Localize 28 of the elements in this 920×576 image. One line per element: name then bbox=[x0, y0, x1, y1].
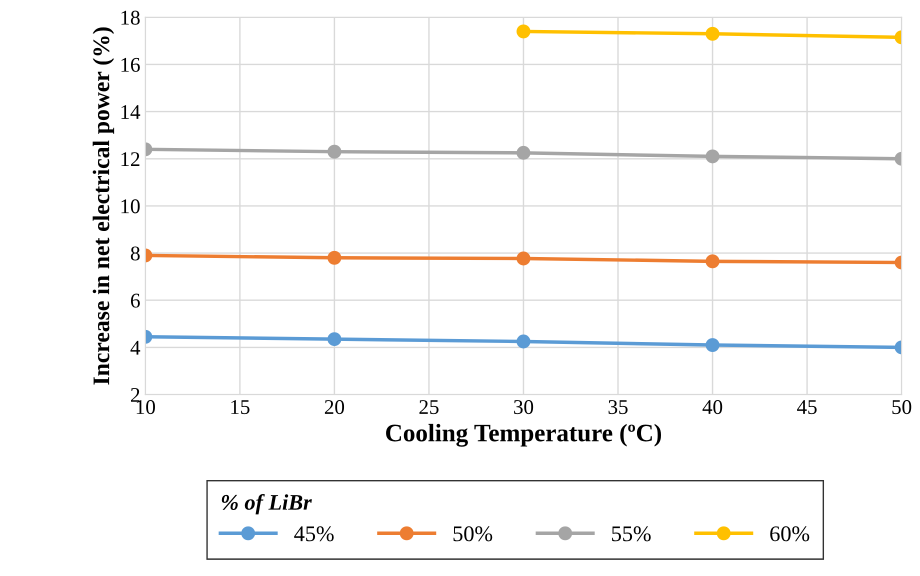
legend-title: % of LiBr bbox=[222, 494, 312, 514]
x-tick-label: 25 bbox=[419, 400, 439, 414]
y-tick-label: 2 bbox=[130, 388, 140, 402]
x-tick-label: 40 bbox=[702, 400, 722, 414]
legend-label: 45% bbox=[294, 526, 334, 542]
y-tick-label: 10 bbox=[122, 199, 140, 214]
y-tick-label: 16 bbox=[122, 58, 140, 72]
x-tick-label: 35 bbox=[608, 400, 628, 414]
x-tick-label: 15 bbox=[231, 400, 250, 414]
x-tick-label: 20 bbox=[324, 400, 344, 414]
y-tick-label: 14 bbox=[122, 105, 140, 119]
x-tick-label: 50 bbox=[892, 400, 912, 414]
y-tick-label: 18 bbox=[122, 10, 140, 25]
x-tick-label: 45 bbox=[797, 400, 817, 414]
y-tick-label: 6 bbox=[130, 294, 140, 308]
y-tick-label: 12 bbox=[122, 152, 140, 166]
x-tick-label: 30 bbox=[514, 400, 534, 414]
legend-label: 60% bbox=[770, 526, 810, 542]
point bbox=[516, 24, 530, 38]
point bbox=[516, 334, 530, 348]
y-tick-label: 8 bbox=[130, 246, 140, 261]
point bbox=[516, 146, 530, 160]
legend-label: 50% bbox=[454, 526, 492, 542]
legend-label: 55% bbox=[612, 526, 651, 542]
y-axis-title: Increase in net electrical power (%) bbox=[92, 27, 114, 385]
x-axis-title: Cooling Temperature (ºC) bbox=[386, 424, 662, 447]
y-tick-label: 4 bbox=[130, 340, 140, 355]
point bbox=[516, 252, 530, 266]
